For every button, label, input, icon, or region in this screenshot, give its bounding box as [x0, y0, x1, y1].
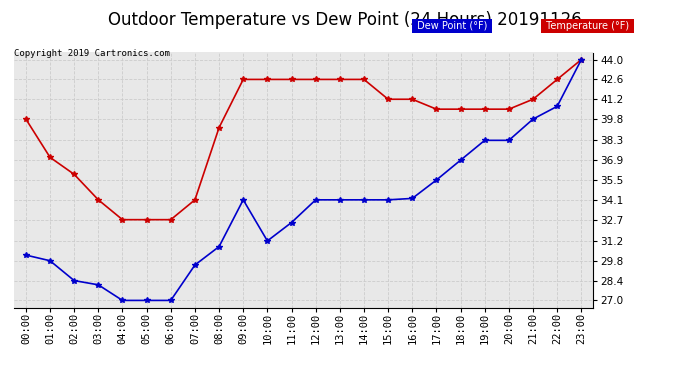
Text: Copyright 2019 Cartronics.com: Copyright 2019 Cartronics.com — [14, 49, 170, 58]
Text: Dew Point (°F): Dew Point (°F) — [414, 21, 491, 31]
Text: Outdoor Temperature vs Dew Point (24 Hours) 20191126: Outdoor Temperature vs Dew Point (24 Hou… — [108, 11, 582, 29]
Text: Temperature (°F): Temperature (°F) — [543, 21, 632, 31]
